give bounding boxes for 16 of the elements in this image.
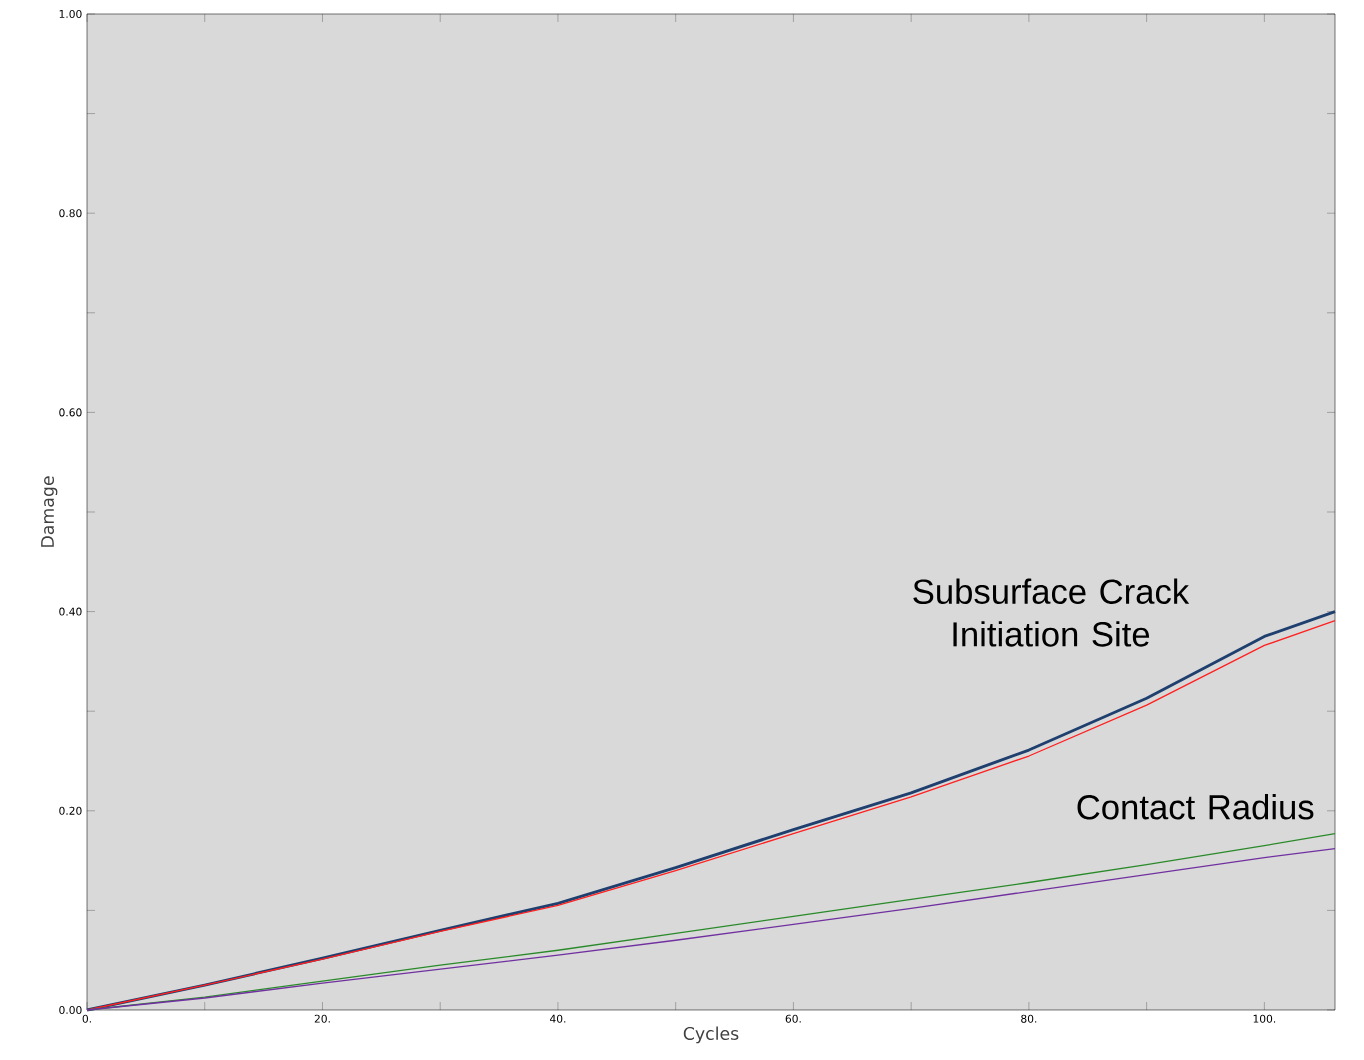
x-tick-label: 80. (1021, 1014, 1037, 1023)
x-tick-label: 0. (82, 1014, 91, 1023)
y-tick-label: 0.20 (59, 806, 82, 815)
y-tick-label: 0.80 (59, 209, 82, 218)
y-tick-label: 1.00 (59, 9, 82, 19)
y-tick-label: 0.40 (59, 607, 82, 616)
x-tick-label: 60. (785, 1014, 801, 1023)
annotation: Subsurface Crack Initiation Site (913, 578, 1190, 647)
x-tick-label: 40. (549, 1014, 566, 1023)
x-tick-label: 20. (314, 1014, 330, 1023)
y-axis-title: Damage (41, 476, 58, 547)
y-tick-label: 0.00 (59, 1005, 82, 1015)
x-axis-title: Cycles (683, 1026, 739, 1044)
y-tick-label: 0.60 (59, 408, 82, 417)
x-tick-label: 100. (1253, 1014, 1276, 1023)
annotation: Contact Radius (1077, 794, 1314, 820)
